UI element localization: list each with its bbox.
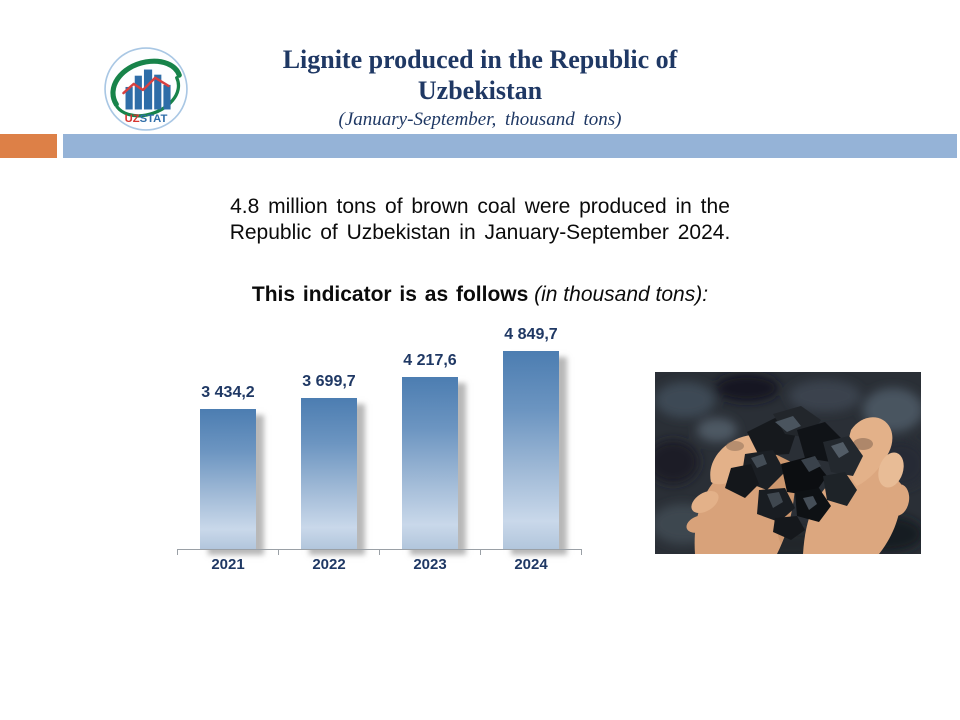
intro-line1: 4.8 million tons of brown coal were prod… [230, 195, 730, 218]
bar-chart: 3 434,2 3 699,7 4 217,6 4 849,7 2021 2022 202… [170, 325, 600, 587]
indicator-heading: This indicator is as follows (in thousan… [120, 283, 840, 307]
bar-value-label-2022: 3 699,7 [302, 373, 356, 390]
x-axis-label-2022: 2022 [312, 556, 346, 573]
x-axis-tick [278, 549, 279, 555]
bar-2021 [200, 409, 256, 549]
x-axis-tick [581, 549, 582, 555]
coal-photo-image [655, 372, 921, 554]
x-axis-tick [379, 549, 380, 555]
bar-value-label-2024: 4 849,7 [504, 326, 558, 343]
intro-paragraph: 4.8 million tons of brown coal were prod… [120, 194, 840, 246]
page-subtitle: (January-September, thousand tons) [338, 109, 622, 130]
header-title-block: Lignite produced in the Republic of Uzbe… [180, 44, 780, 131]
coal-photo [655, 372, 921, 554]
accent-bar-blue [63, 134, 957, 158]
page-title-line2: Uzbekistan [417, 76, 543, 105]
indicator-heading-bold: This indicator is as follows [251, 283, 529, 306]
x-axis-label-2021: 2021 [211, 556, 245, 573]
coal-pile [725, 406, 863, 540]
uzstat-logo-icon: UZSTAT [103, 46, 189, 132]
bar-2023 [402, 377, 458, 549]
logo-swoosh-icon [110, 58, 182, 118]
x-axis-label-2024: 2024 [514, 556, 548, 573]
page-title-line1: Lignite produced in the Republic of [282, 45, 678, 74]
logo-trendline-icon [122, 76, 170, 95]
bar-value-label-2021: 3 434,2 [201, 384, 255, 401]
uzstat-logo-svg: UZSTAT [104, 47, 188, 131]
logo-text-stat: STAT [140, 113, 168, 125]
intro-line2: Republic of Uzbekistan in January-Septem… [229, 221, 731, 244]
accent-bar-orange [0, 134, 57, 158]
x-axis-label-2023: 2023 [413, 556, 447, 573]
x-axis-tick [480, 549, 481, 555]
logo-text-uz: UZ [125, 113, 140, 125]
bar-2024 [503, 351, 559, 549]
bar-value-label-2023: 4 217,6 [403, 352, 457, 369]
logo-bars-icon [125, 69, 171, 110]
x-axis-tick [177, 549, 178, 555]
logo-wordmark: UZSTAT [125, 113, 168, 125]
bar-2022 [301, 398, 357, 549]
bar-chart-plot: 3 434,2 3 699,7 4 217,6 4 849,7 [170, 325, 590, 549]
indicator-heading-italic: (in thousand tons): [528, 283, 709, 306]
